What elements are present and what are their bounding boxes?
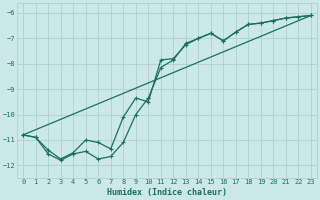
X-axis label: Humidex (Indice chaleur): Humidex (Indice chaleur) — [107, 188, 227, 197]
